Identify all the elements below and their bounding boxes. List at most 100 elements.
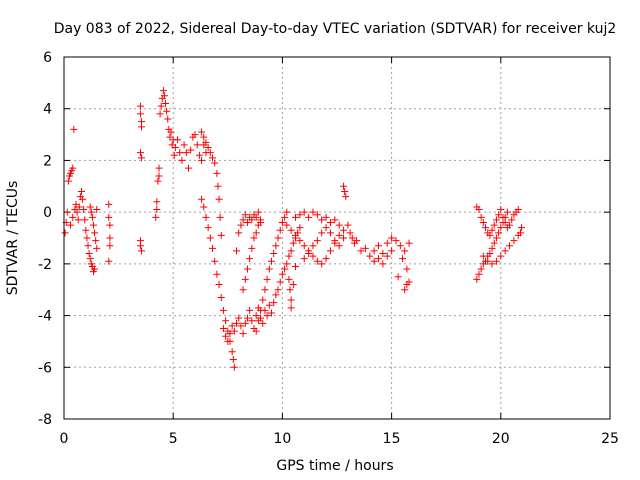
data-point <box>357 247 365 255</box>
data-point <box>305 250 313 258</box>
data-point <box>250 234 258 242</box>
data-point <box>93 206 101 214</box>
data-point <box>340 182 348 190</box>
data-point <box>91 229 99 237</box>
data-point <box>331 216 339 224</box>
data-point <box>159 87 167 95</box>
data-point <box>209 244 217 252</box>
data-point <box>93 244 101 252</box>
data-point <box>313 257 321 265</box>
data-point <box>195 151 203 159</box>
data-point <box>80 206 88 214</box>
data-point <box>322 213 330 221</box>
data-point <box>157 102 165 110</box>
data-point <box>379 260 387 268</box>
data-point <box>495 211 503 219</box>
y-axis-label: SDTVAR / TECUs <box>5 181 21 296</box>
data-point <box>259 319 267 327</box>
data-point <box>243 314 251 322</box>
data-point <box>344 221 352 229</box>
data-point <box>270 299 278 307</box>
data-point <box>281 265 289 273</box>
data-point <box>86 203 94 211</box>
data-point <box>497 206 505 214</box>
data-point <box>200 203 208 211</box>
data-point <box>263 312 271 320</box>
data-point <box>272 242 280 250</box>
data-point <box>138 123 146 131</box>
data-point <box>241 319 249 327</box>
data-point <box>501 213 509 221</box>
data-point <box>479 252 487 260</box>
data-point <box>105 200 113 208</box>
data-point <box>164 115 172 123</box>
data-point <box>261 286 269 294</box>
data-point <box>211 257 219 265</box>
data-point <box>79 195 87 203</box>
data-point <box>204 144 212 151</box>
data-point <box>180 141 188 149</box>
data-point <box>490 221 498 229</box>
data-point <box>265 301 273 309</box>
data-point <box>136 102 144 110</box>
y-tick-label: -4 <box>38 309 52 325</box>
data-point <box>248 244 256 252</box>
data-point <box>486 231 494 239</box>
data-point <box>174 136 182 144</box>
data-point <box>388 234 396 242</box>
data-point <box>163 107 171 115</box>
data-point <box>184 164 192 172</box>
data-point <box>272 291 280 299</box>
data-point <box>501 247 509 255</box>
data-point <box>267 257 275 265</box>
data-point <box>278 218 286 226</box>
data-point <box>136 110 144 118</box>
data-point <box>473 275 481 283</box>
data-point <box>162 100 170 108</box>
y-tick-label: -6 <box>38 360 52 376</box>
data-point <box>106 242 114 250</box>
data-point <box>198 128 206 136</box>
data-point <box>309 252 317 260</box>
data-point <box>492 234 500 242</box>
data-point <box>69 164 77 172</box>
data-point <box>313 211 321 219</box>
data-point <box>396 242 404 250</box>
data-point <box>309 242 317 250</box>
data-point <box>313 237 321 245</box>
data-point <box>399 255 407 263</box>
data-point <box>475 206 483 214</box>
data-point <box>499 218 507 226</box>
data-point <box>475 270 483 278</box>
y-tick-label: -2 <box>38 257 52 273</box>
data-point <box>222 317 230 325</box>
data-point <box>366 252 374 260</box>
data-point <box>239 286 247 294</box>
data-point <box>342 193 350 201</box>
x-tick-label: 0 <box>60 431 69 447</box>
data-point <box>340 226 348 234</box>
data-point <box>241 275 249 283</box>
data-point <box>224 337 232 345</box>
data-point <box>226 330 234 338</box>
data-point <box>283 260 291 268</box>
x-tick-label: 25 <box>601 431 619 447</box>
data-point <box>204 224 212 232</box>
data-point <box>182 149 190 157</box>
data-point <box>287 304 295 312</box>
data-point <box>198 156 206 164</box>
data-point <box>215 195 223 203</box>
data-point <box>492 216 500 224</box>
data-point <box>289 239 297 247</box>
data-point <box>176 149 184 157</box>
data-point <box>353 237 361 245</box>
data-point <box>401 247 409 255</box>
data-point <box>61 229 69 237</box>
data-point <box>488 260 496 268</box>
data-point <box>69 213 77 221</box>
data-point <box>219 306 227 314</box>
data-point <box>155 172 163 180</box>
data-point <box>202 213 210 221</box>
y-tick-label: 2 <box>43 153 52 169</box>
data-point <box>341 187 349 195</box>
